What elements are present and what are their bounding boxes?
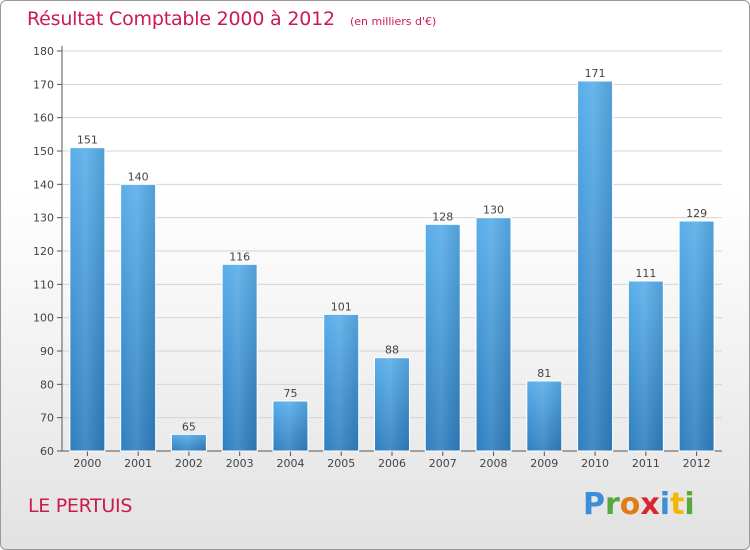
x-tick-label: 2004 <box>276 457 304 470</box>
x-tick-label: 2012 <box>683 457 711 470</box>
data-label: 101 <box>331 300 352 313</box>
chart-title-block: Résultat Comptable 2000 à 2012 (en milli… <box>27 8 436 30</box>
chart-title: Résultat Comptable 2000 à 2012 <box>27 8 335 30</box>
x-tick-label: 2005 <box>327 457 355 470</box>
x-tick-label: 2011 <box>632 457 660 470</box>
logo-letter: x <box>640 487 660 522</box>
bar-shading <box>680 222 714 451</box>
y-tick-label: 140 <box>33 178 54 191</box>
data-label: 116 <box>229 250 250 263</box>
bar-shading <box>426 225 460 451</box>
data-label: 88 <box>385 344 399 357</box>
y-tick-label: 70 <box>40 412 54 425</box>
x-tick-label: 2000 <box>73 457 101 470</box>
bar-shading <box>578 82 612 451</box>
y-tick-label: 170 <box>33 78 54 91</box>
y-tick-label: 100 <box>33 312 54 325</box>
x-tick-label: 2003 <box>226 457 254 470</box>
logo-letter: r <box>605 487 620 522</box>
y-tick-label: 130 <box>33 212 54 225</box>
data-label: 128 <box>432 210 453 223</box>
y-tick-label: 60 <box>40 445 54 458</box>
x-tick-label: 2001 <box>124 457 152 470</box>
bar-shading <box>375 358 409 451</box>
y-tick-label: 160 <box>33 112 54 125</box>
data-label: 151 <box>77 134 98 147</box>
bar-shading <box>121 185 155 452</box>
data-label: 75 <box>283 387 297 400</box>
bar-shading <box>273 402 307 451</box>
bar-shading <box>477 218 511 451</box>
data-label: 81 <box>537 367 551 380</box>
data-label: 130 <box>483 204 504 217</box>
y-tick-label: 80 <box>40 378 54 391</box>
data-label: 129 <box>686 207 707 220</box>
x-tick-label: 2007 <box>429 457 457 470</box>
x-tick-label: 2008 <box>480 457 508 470</box>
y-tick-label: 120 <box>33 245 54 258</box>
data-label: 111 <box>635 267 656 280</box>
place-name: LE PERTUIS <box>28 495 133 517</box>
logo-letter: i <box>659 487 671 522</box>
y-tick-label: 180 <box>33 45 54 58</box>
bar-shading <box>527 382 561 451</box>
bar-shading <box>324 315 358 451</box>
logo-letter: i <box>684 487 695 522</box>
bar-shading <box>172 435 206 451</box>
data-label: 171 <box>585 67 606 80</box>
data-label: 140 <box>128 170 149 183</box>
bar-shading <box>223 265 257 451</box>
y-tick-label: 150 <box>33 145 54 158</box>
data-label: 65 <box>182 420 196 433</box>
chart-subtitle: (en milliers d'€) <box>349 15 437 28</box>
logo-letter: t <box>670 487 685 522</box>
logo-letter: o <box>619 487 641 522</box>
proxiti-logo: Proxiti <box>583 487 695 522</box>
y-tick-label: 110 <box>33 278 54 291</box>
x-tick-label: 2006 <box>378 457 406 470</box>
y-tick-label: 90 <box>40 345 54 358</box>
bar-shading <box>70 148 104 451</box>
x-tick-label: 2009 <box>530 457 558 470</box>
x-tick-label: 2002 <box>175 457 203 470</box>
x-tick-label: 2010 <box>581 457 609 470</box>
logo-letter: P <box>583 487 605 522</box>
bar-shading <box>629 282 663 451</box>
